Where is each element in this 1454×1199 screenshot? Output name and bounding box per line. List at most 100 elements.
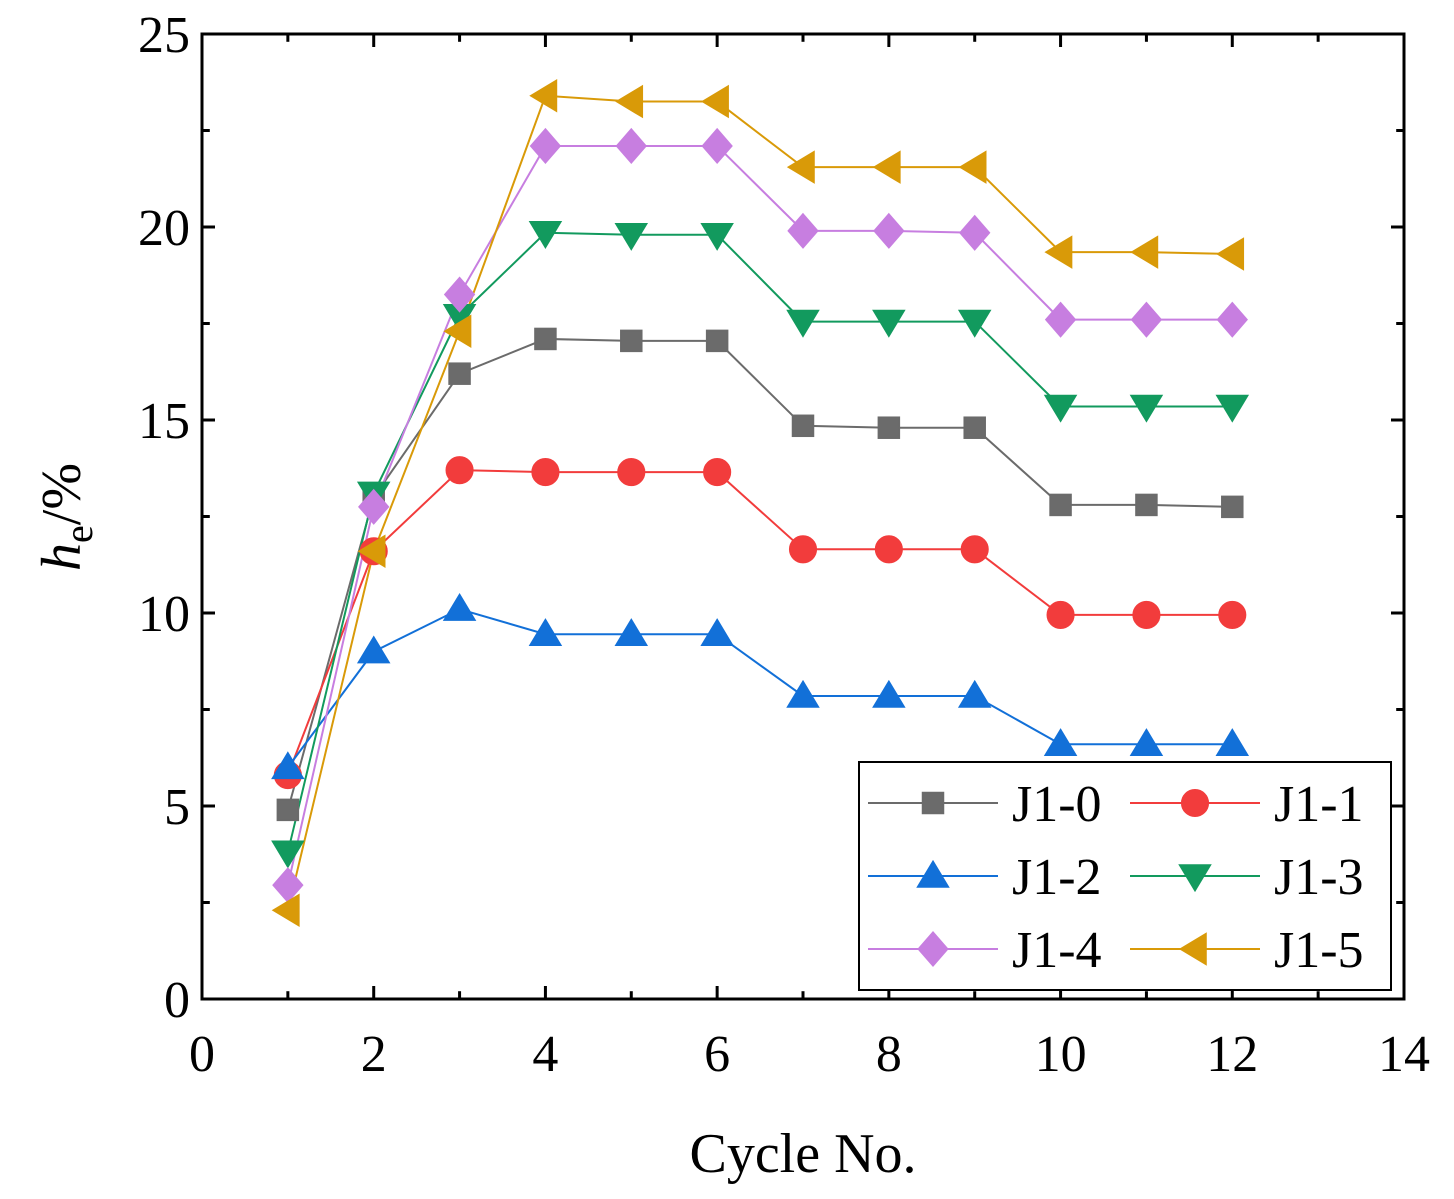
data-point-J1-5 — [700, 84, 729, 119]
data-point-J1-0 — [963, 416, 986, 439]
data-point-J1-2 — [872, 679, 906, 708]
data-point-J1-5 — [615, 84, 644, 119]
data-point-J1-5 — [786, 150, 815, 184]
data-point-J1-1 — [1132, 600, 1161, 629]
data-point-J1-3 — [271, 840, 305, 869]
x-tick-labels: 0 2 4 6 8 10 12 14 — [189, 1026, 1430, 1083]
y-tick-label: 20 — [138, 200, 190, 257]
data-point-J1-1 — [1046, 600, 1075, 629]
data-point-J1-5 — [529, 79, 558, 113]
data-point-J1-5 — [872, 150, 901, 184]
data-point-J1-0 — [276, 798, 300, 822]
data-point-J1-3 — [786, 309, 820, 338]
data-point-J1-0 — [791, 414, 815, 438]
series-line-J1-3 — [286, 231, 1233, 853]
data-point-J1-3 — [700, 222, 734, 251]
data-point-J1-1 — [445, 456, 474, 485]
x-tick-label: 8 — [876, 1026, 902, 1083]
data-point-J1-5 — [443, 314, 472, 348]
y-tick-label: 10 — [138, 586, 190, 643]
legend-label-J1-0: J1-0 — [1012, 776, 1102, 833]
legend-label-J1-1: J1-1 — [1274, 776, 1364, 833]
data-point-J1-2 — [957, 679, 992, 708]
data-point-J1-4 — [873, 212, 905, 249]
data-point-J1-0 — [534, 327, 557, 351]
y-axis-title: he/% — [31, 463, 101, 571]
data-point-J1-2 — [1215, 728, 1250, 757]
data-point-J1-0 — [1221, 495, 1244, 519]
legend: J1-0 J1-1 J1-2 J1-3 J1-4 J1-5 — [858, 761, 1392, 991]
data-point-J1-5 — [357, 534, 386, 568]
data-point-J1-2 — [442, 592, 477, 621]
series-line-J1-2 — [287, 608, 1233, 768]
data-point-J1-2 — [614, 618, 649, 647]
data-point-J1-4 — [701, 127, 733, 164]
data-point-J1-3 — [614, 222, 649, 251]
data-point-J1-4 — [959, 214, 991, 251]
data-point-J1-4 — [1130, 301, 1163, 338]
data-point-J1-1 — [960, 535, 989, 564]
legend-marker-J1-0 — [921, 791, 945, 815]
series-line-J1-0 — [286, 337, 1233, 811]
legend-marker-J1-2 — [916, 859, 950, 888]
x-tick-label: 0 — [189, 1026, 215, 1083]
data-point-J1-2 — [528, 618, 563, 647]
plot-area-frame — [200, 32, 1406, 1001]
data-point-J1-1 — [531, 458, 560, 487]
x-tick-label: 14 — [1378, 1026, 1430, 1083]
y-axis-title-subscript: e — [56, 525, 101, 543]
data-point-J1-1 — [617, 458, 646, 487]
data-point-J1-3 — [1129, 394, 1164, 423]
data-point-J1-1 — [874, 535, 903, 564]
series-line-J1-1 — [286, 469, 1233, 776]
legend-marker-J1-3 — [1178, 864, 1212, 893]
y-tick-label: 25 — [138, 7, 190, 64]
legend-marker-J1-1 — [1180, 788, 1210, 818]
y-tick-labels: 0 5 10 15 20 25 — [138, 7, 190, 1029]
data-point-J1-0 — [705, 329, 729, 353]
data-point-J1-4 — [529, 127, 562, 164]
series-markers — [271, 79, 1250, 927]
data-point-J1-2 — [1043, 728, 1078, 757]
data-point-J1-2 — [356, 635, 391, 664]
data-point-J1-5 — [1130, 235, 1159, 269]
data-point-J1-0 — [1049, 493, 1072, 517]
series-line-J1-5 — [286, 94, 1233, 911]
y-axis-title-suffix: /% — [31, 463, 93, 525]
data-point-J1-5 — [271, 893, 300, 927]
data-point-J1-0 — [448, 362, 471, 385]
x-tick-label: 2 — [361, 1026, 387, 1083]
data-point-J1-4 — [1216, 301, 1248, 338]
data-point-J1-2 — [1129, 728, 1164, 757]
x-axis-title: Cycle No. — [689, 1123, 916, 1185]
data-point-J1-2 — [700, 618, 734, 647]
data-point-J1-0 — [620, 329, 643, 353]
data-point-J1-0 — [1135, 493, 1158, 517]
data-point-J1-3 — [1043, 394, 1078, 423]
legend-marker-J1-4 — [917, 930, 949, 968]
legend-label-J1-3: J1-3 — [1274, 849, 1364, 906]
x-tick-label: 6 — [704, 1026, 730, 1083]
data-point-J1-4 — [787, 212, 819, 249]
data-point-J1-5 — [958, 150, 987, 184]
x-tick-label: 4 — [532, 1026, 558, 1083]
data-point-J1-2 — [786, 679, 820, 708]
x-tick-label: 10 — [1035, 1026, 1087, 1083]
data-point-J1-1 — [703, 458, 732, 487]
y-axis-title-main: h — [31, 543, 93, 571]
data-point-J1-3 — [528, 221, 563, 249]
data-point-J1-4 — [615, 127, 647, 164]
legend-label-J1-5: J1-5 — [1274, 922, 1364, 979]
data-point-J1-1 — [788, 535, 818, 564]
y-tick-label: 5 — [164, 779, 190, 836]
data-point-J1-2 — [271, 751, 305, 780]
y-tick-label: 15 — [138, 393, 190, 450]
legend-label-J1-4: J1-4 — [1012, 922, 1102, 979]
data-point-J1-3 — [872, 309, 906, 338]
data-point-J1-0 — [877, 416, 901, 439]
data-point-J1-3 — [1215, 394, 1250, 423]
legend-label-J1-2: J1-2 — [1012, 849, 1102, 906]
data-point-J1-1 — [1218, 600, 1247, 629]
data-point-J1-3 — [957, 309, 992, 338]
